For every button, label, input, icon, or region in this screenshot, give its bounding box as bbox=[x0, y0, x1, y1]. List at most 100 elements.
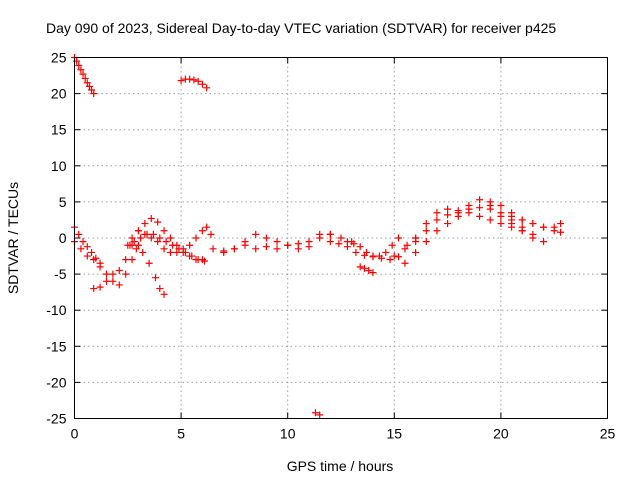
data-point bbox=[382, 248, 390, 256]
data-point bbox=[356, 243, 364, 251]
data-point bbox=[540, 238, 548, 246]
data-point bbox=[395, 253, 403, 261]
data-point bbox=[262, 234, 270, 242]
data-point bbox=[198, 227, 206, 235]
data-point bbox=[198, 80, 206, 88]
grid bbox=[74, 57, 608, 419]
data-point bbox=[422, 238, 430, 246]
data-point bbox=[540, 223, 548, 231]
data-point bbox=[508, 223, 516, 231]
data-point bbox=[179, 245, 187, 253]
data-point bbox=[369, 269, 377, 277]
data-point bbox=[156, 285, 164, 293]
axis-ticks: 0 5 10 15 20 25 25 20 15 10 5 0 -5 -10 -15 -20 -25 bbox=[46, 50, 615, 442]
data-point bbox=[166, 248, 174, 256]
data-point bbox=[326, 238, 334, 246]
data-point bbox=[156, 234, 164, 242]
series-arc-17 bbox=[412, 205, 526, 242]
data-point bbox=[122, 256, 130, 264]
x-axis-label: GPS time / hours bbox=[287, 458, 394, 474]
data-point bbox=[557, 228, 565, 236]
data-point bbox=[154, 238, 162, 246]
data-point bbox=[273, 238, 281, 246]
data-point bbox=[343, 243, 351, 251]
data-point bbox=[230, 245, 238, 253]
data-point bbox=[160, 290, 168, 298]
data-point bbox=[335, 240, 343, 248]
data-point bbox=[134, 227, 142, 235]
data-point bbox=[486, 216, 494, 224]
series-arc-3 bbox=[71, 223, 104, 267]
data-point bbox=[141, 230, 149, 238]
x-tick-label: 20 bbox=[493, 426, 509, 442]
data-point bbox=[529, 230, 537, 238]
data-point bbox=[186, 75, 194, 83]
y-tick-label: 0 bbox=[59, 230, 67, 246]
data-point bbox=[412, 248, 420, 256]
series-arc-9 bbox=[134, 223, 215, 256]
data-point bbox=[147, 215, 155, 223]
data-point bbox=[412, 234, 420, 242]
data-point bbox=[465, 209, 473, 217]
data-point bbox=[75, 230, 83, 238]
y-tick-label: 10 bbox=[51, 158, 67, 174]
data-point bbox=[220, 248, 228, 256]
data-point bbox=[444, 205, 452, 213]
data-point bbox=[350, 240, 358, 248]
data-point bbox=[252, 230, 260, 238]
data-point bbox=[102, 277, 110, 285]
data-point bbox=[395, 234, 403, 242]
series-arc-16 bbox=[401, 196, 548, 267]
series-arc-18 bbox=[486, 198, 565, 236]
series-arc-2 bbox=[177, 75, 211, 92]
y-tick-label: 25 bbox=[51, 50, 67, 66]
data-point bbox=[147, 234, 155, 242]
data-point bbox=[186, 241, 194, 249]
x-tick-label: 0 bbox=[71, 426, 79, 442]
data-point bbox=[137, 234, 145, 242]
data-point bbox=[403, 241, 411, 249]
y-tick-label: -20 bbox=[46, 374, 66, 390]
y-tick-label: -15 bbox=[46, 338, 66, 354]
data-point bbox=[476, 204, 484, 212]
data-point bbox=[134, 241, 142, 249]
data-point bbox=[173, 241, 181, 249]
data-point bbox=[497, 220, 505, 228]
y-tick-label: -25 bbox=[46, 411, 66, 427]
data-point bbox=[90, 285, 98, 293]
data-point bbox=[433, 216, 441, 224]
data-point bbox=[90, 256, 98, 264]
data-point bbox=[173, 248, 181, 256]
series-arc-15 bbox=[390, 204, 537, 260]
y-tick-label: -10 bbox=[46, 302, 66, 318]
data-point bbox=[497, 202, 505, 210]
data-point bbox=[141, 220, 149, 228]
data-point bbox=[75, 61, 83, 69]
series-arc-19 bbox=[508, 212, 565, 231]
data-point bbox=[433, 209, 441, 217]
data-point bbox=[252, 245, 260, 253]
data-point bbox=[356, 263, 364, 271]
data-point bbox=[390, 252, 398, 260]
data-point bbox=[192, 256, 200, 264]
data-point bbox=[476, 196, 484, 204]
data-point bbox=[154, 218, 162, 226]
series-arc-5 bbox=[90, 241, 136, 293]
series-arc-20 bbox=[311, 409, 324, 419]
y-tick-label: 20 bbox=[51, 86, 67, 102]
data-point bbox=[311, 409, 319, 417]
data-point bbox=[128, 234, 136, 242]
data-point bbox=[88, 86, 96, 94]
series-arc-7 bbox=[126, 241, 168, 298]
data-point bbox=[115, 266, 123, 274]
data-point bbox=[198, 256, 206, 264]
data-point bbox=[360, 251, 368, 259]
data-point bbox=[85, 82, 93, 90]
data-point bbox=[192, 234, 200, 242]
data-point bbox=[130, 238, 138, 246]
data-point bbox=[422, 220, 430, 228]
x-tick-label: 5 bbox=[177, 426, 185, 442]
series-arc-14 bbox=[356, 263, 377, 277]
data-point bbox=[109, 277, 117, 285]
